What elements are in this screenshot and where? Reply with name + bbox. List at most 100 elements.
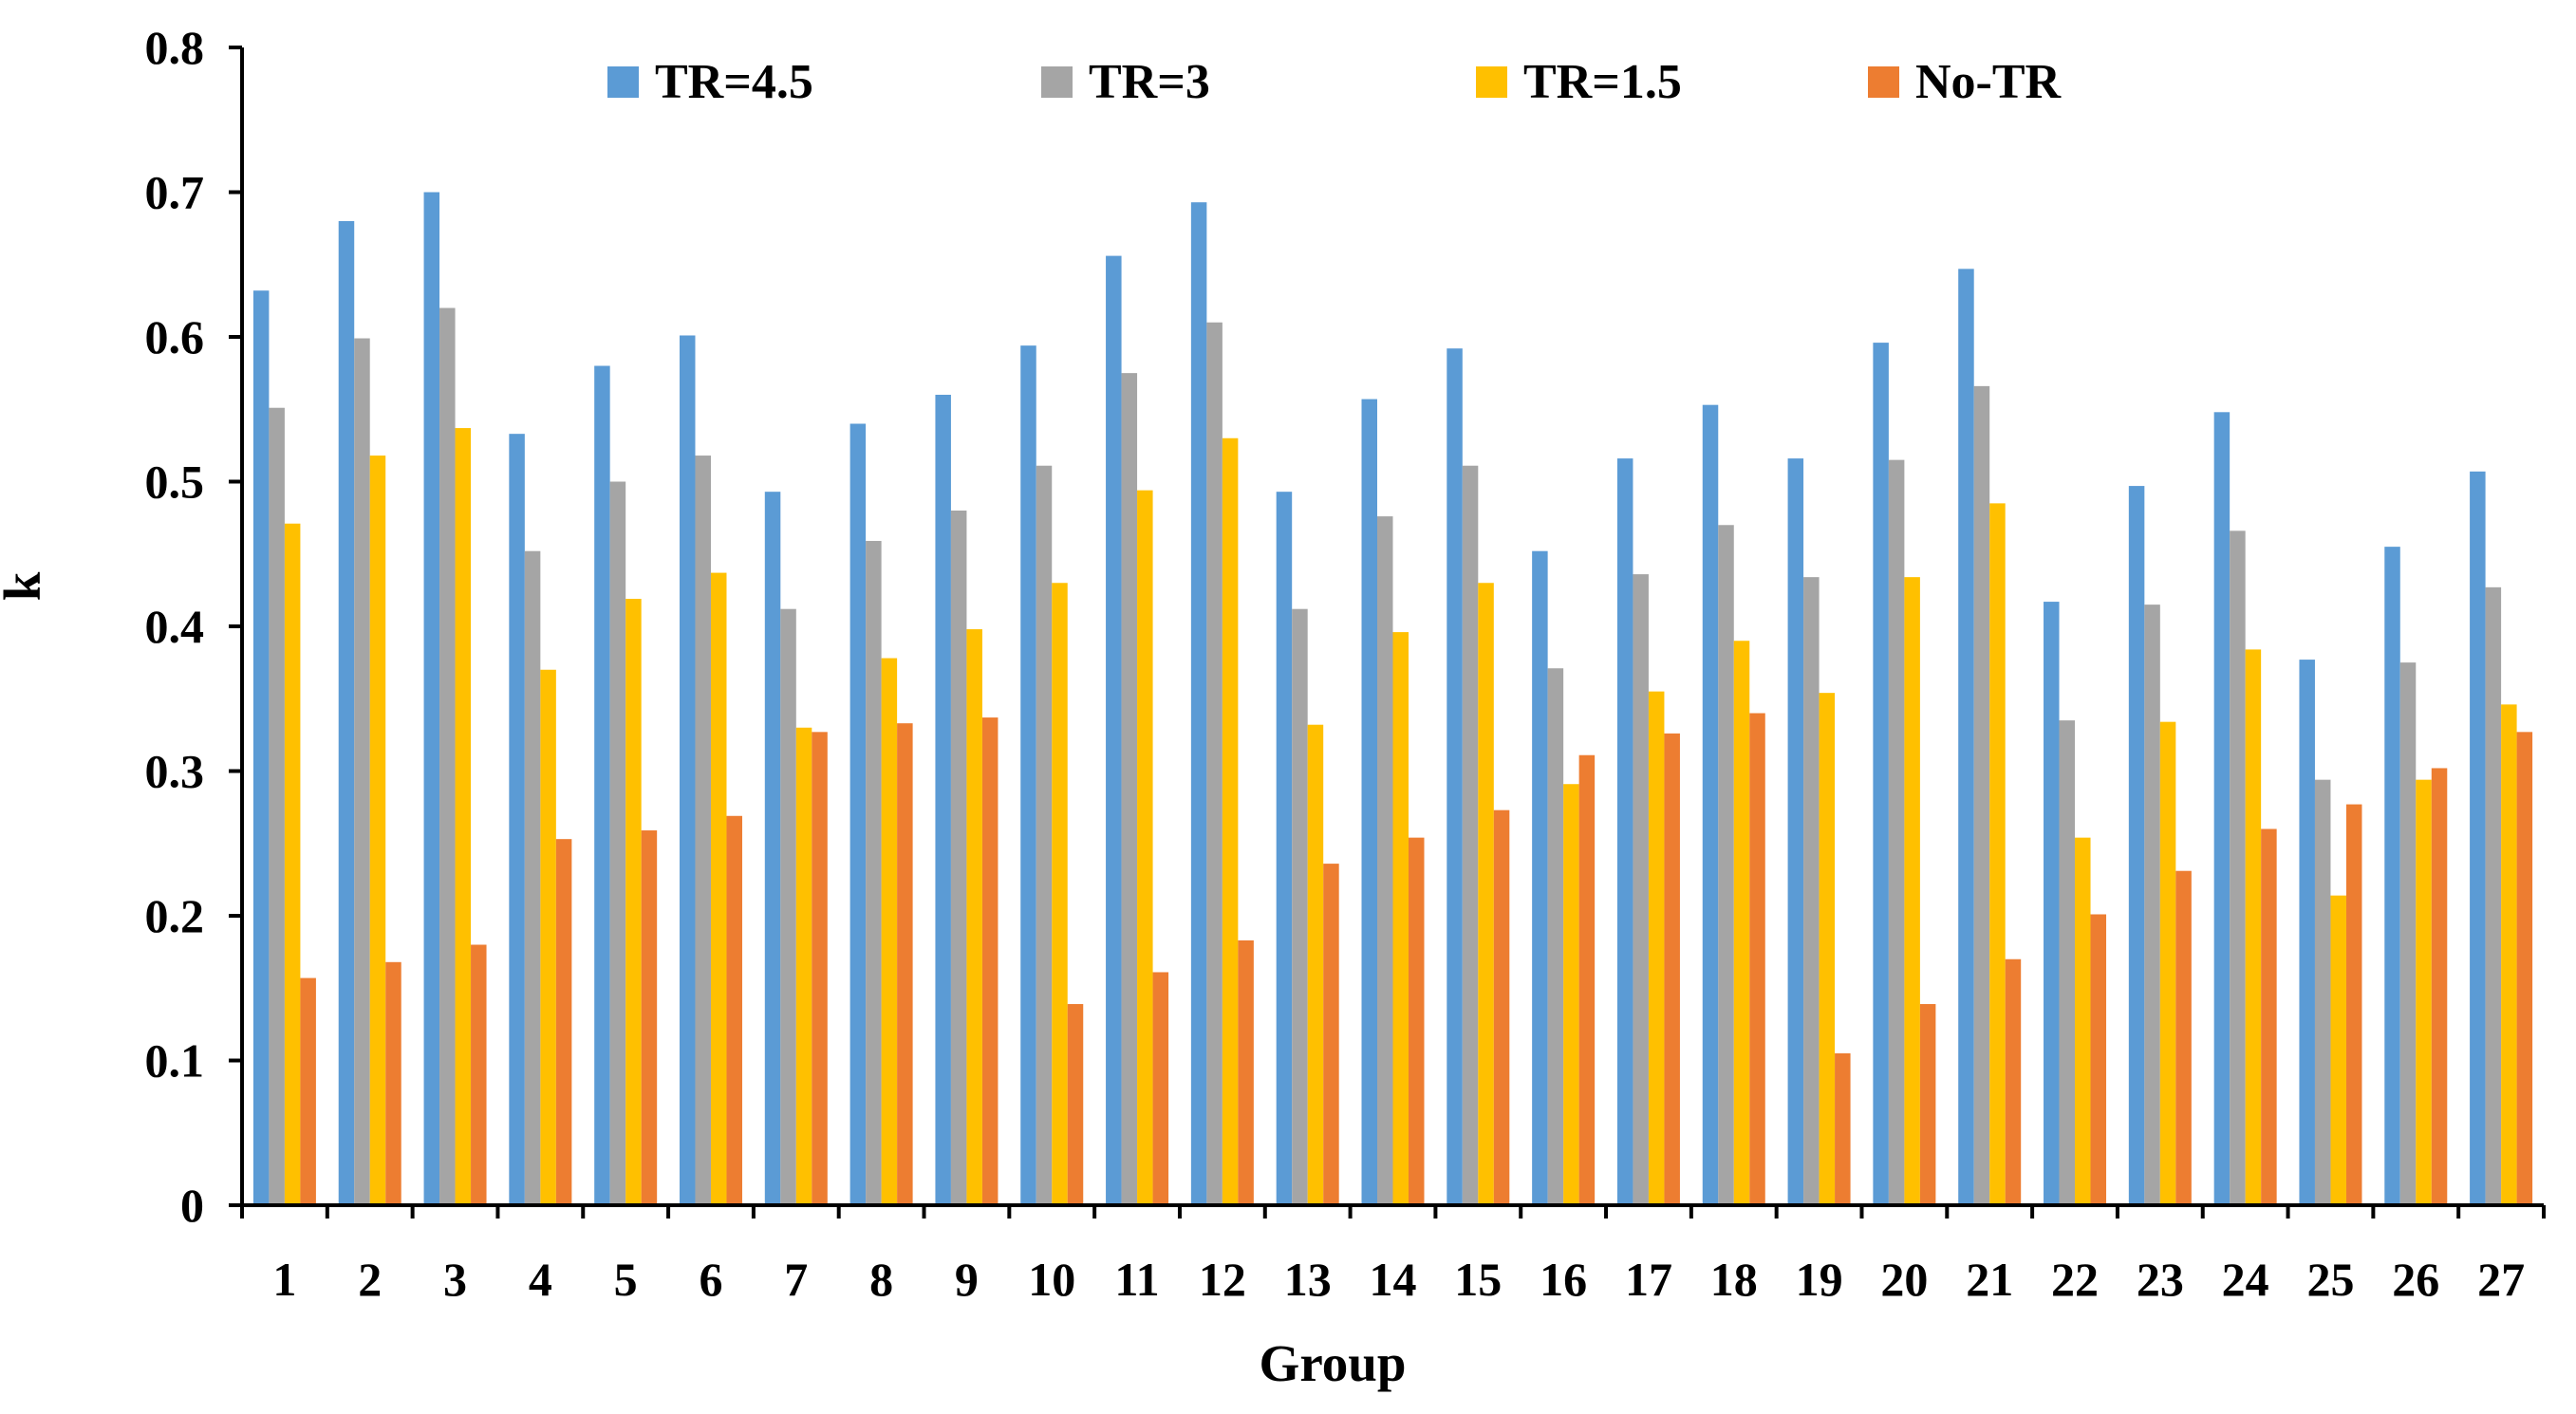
bar-tr-3-group-25 [2314,779,2331,1205]
bar-tr-1-5-group-20 [1904,577,1920,1205]
x-tick-label: 26 [2392,1253,2439,1306]
bar-tr-3-group-7 [780,608,796,1205]
y-tick-label: 0.5 [145,456,205,509]
x-tick-label: 13 [1284,1253,1332,1306]
bar-tr-1-5-group-8 [881,658,898,1205]
y-tick-label: 0.1 [145,1034,205,1088]
bar-tr-3-group-16 [1547,668,1564,1205]
bar-no-tr-group-6 [726,815,742,1205]
x-tick-label: 21 [1966,1253,2013,1306]
bar-tr-1-5-group-11 [1137,490,1153,1205]
bar-tr-3-group-22 [2059,720,2076,1206]
legend: TR=4.5 TR=3 TR=1.5 No-TR [607,55,2063,109]
x-tick-label: 9 [955,1253,979,1306]
x-tick-label: 7 [784,1253,808,1306]
bar-tr-4-5-group-24 [2213,412,2231,1205]
y-tick-label: 0.6 [145,310,205,363]
bar-tr-3-group-18 [1718,525,1734,1205]
bar-tr-1-5-group-10 [1052,583,1068,1205]
bar-tr-4-5-group-12 [1190,202,1207,1206]
bar-no-tr-group-23 [2175,870,2192,1205]
bar-no-tr-group-9 [981,717,999,1205]
bar-tr-4-5-group-23 [2128,486,2145,1205]
bar-tr-3-group-6 [695,456,711,1205]
bar-no-tr-group-11 [1152,972,1169,1205]
bar-tr-1-5-group-17 [1648,691,1665,1206]
bar-no-tr-group-17 [1664,733,1680,1205]
x-tick-label: 8 [869,1253,893,1306]
x-tick-label: 2 [358,1253,382,1306]
y-tick-label: 0 [180,1179,204,1232]
bar-tr-4-5-group-10 [1020,345,1036,1205]
bar-tr-3-group-5 [609,481,626,1205]
bar-no-tr-group-22 [2090,914,2107,1205]
bar-tr-3-group-13 [1292,608,1308,1205]
bar-tr-3-group-15 [1462,465,1479,1206]
bar-tr-1-5-group-22 [2075,837,2091,1205]
y-tick-label: 0.8 [145,21,205,74]
x-tick-label: 19 [1796,1253,1843,1306]
bar-tr-3-group-9 [950,511,967,1205]
bar-no-tr-group-19 [1835,1052,1851,1206]
bar-tr-4-5-group-6 [679,335,696,1206]
legend-label-tr-3: TR=3 [1089,55,1210,109]
bar-tr-3-group-4 [524,550,541,1205]
x-tick-label: 12 [1199,1253,1246,1306]
bar-tr-4-5-group-7 [764,492,781,1205]
bar-no-tr-group-4 [555,839,572,1205]
bar-tr-3-group-26 [2399,662,2417,1206]
bars-group [252,192,2533,1206]
bar-no-tr-group-10 [1067,1004,1084,1205]
y-tick-label: 0.7 [145,166,205,219]
x-tick-label: 6 [699,1253,722,1306]
bar-tr-3-group-8 [866,541,882,1205]
bar-tr-3-group-23 [2144,605,2160,1205]
bar-tr-3-group-12 [1206,322,1223,1205]
bar-tr-4-5-group-20 [1873,343,1889,1206]
bar-tr-3-group-20 [1888,459,1905,1205]
bar-tr-4-5-group-11 [1106,255,1122,1206]
bar-tr-1-5-group-21 [1989,503,2006,1206]
bar-tr-1-5-group-4 [540,669,556,1205]
bar-tr-1-5-group-2 [369,456,386,1205]
bar-no-tr-group-21 [2005,958,2022,1205]
legend-swatch-no-tr [1868,66,1899,98]
bar-tr-1-5-group-9 [966,629,982,1205]
bar-no-tr-group-2 [385,961,401,1205]
bar-tr-4-5-group-3 [423,192,440,1205]
x-tick-label: 24 [2222,1253,2269,1306]
bar-tr-1-5-group-5 [625,599,642,1205]
x-tick-label: 20 [1880,1253,1928,1306]
x-tick-label: 25 [2306,1253,2354,1306]
bar-tr-1-5-group-19 [1819,693,1836,1205]
bar-tr-1-5-group-27 [2501,704,2517,1205]
bar-tr-4-5-group-16 [1532,550,1548,1205]
bar-tr-1-5-group-6 [710,572,727,1205]
bar-no-tr-group-3 [471,944,487,1205]
bar-tr-4-5-group-19 [1787,458,1804,1206]
legend-label-no-tr: No-TR [1915,55,2063,109]
bar-tr-3-group-24 [2230,530,2246,1205]
bar-no-tr-group-7 [812,732,828,1205]
bar-tr-3-group-1 [269,407,285,1206]
y-tick-label: 0.2 [145,889,205,942]
bar-tr-1-5-group-13 [1307,724,1324,1205]
bar-tr-4-5-group-25 [2299,660,2315,1205]
bar-tr-4-5-group-5 [594,365,610,1205]
axes-group: 00.10.20.30.40.50.60.70.81 2 3 4 5 6 7 8 9 10 11 12… [145,21,2546,1306]
bar-no-tr-group-25 [2345,804,2362,1205]
bar-no-tr-group-12 [1238,940,1254,1205]
bar-no-tr-group-27 [2516,732,2533,1205]
bar-tr-1-5-group-24 [2245,649,2262,1205]
bar-tr-1-5-group-18 [1733,641,1750,1205]
x-tick-label: 1 [272,1253,296,1306]
bar-tr-4-5-group-17 [1616,458,1633,1206]
y-axis-title: k [0,571,51,601]
bar-no-tr-group-8 [897,723,913,1205]
bar-no-tr-group-13 [1323,864,1339,1205]
bar-no-tr-group-24 [2261,828,2277,1205]
bar-tr-4-5-group-8 [849,423,867,1205]
x-tick-label: 23 [2137,1253,2184,1306]
bar-tr-3-group-10 [1036,465,1053,1206]
